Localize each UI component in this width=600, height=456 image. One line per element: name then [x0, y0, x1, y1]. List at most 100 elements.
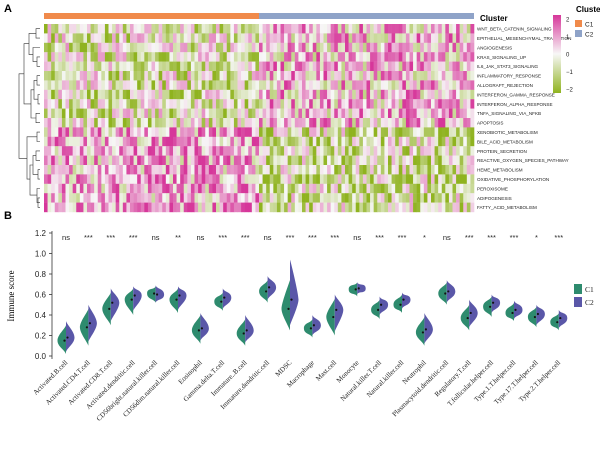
heatmap-cell — [448, 33, 453, 43]
heatmap-cell — [112, 42, 116, 53]
heatmap-cell — [190, 183, 195, 194]
heatmap-cell — [165, 33, 170, 43]
heatmap-cell — [176, 42, 181, 53]
heatmap-cell — [65, 174, 70, 184]
heatmap-cell — [273, 89, 278, 100]
heatmap-cell — [251, 127, 256, 137]
heatmap-cell — [54, 165, 59, 175]
heatmap-cell — [269, 155, 274, 166]
heatmap-cell — [183, 127, 188, 137]
heatmap-cell — [58, 146, 63, 156]
heatmap-cell — [319, 61, 324, 72]
heatmap-cell — [205, 52, 210, 62]
heatmap-cell — [259, 183, 263, 194]
heatmap-cell — [79, 24, 84, 34]
heatmap-cell — [79, 174, 84, 184]
heatmap-cell — [144, 42, 149, 53]
heatmap-cell — [269, 165, 274, 175]
heatmap-cell — [144, 71, 149, 81]
heatmap-cell — [391, 71, 396, 81]
heatmap-cell — [87, 165, 91, 175]
heatmap-cell — [409, 118, 414, 128]
heatmap-cell — [230, 202, 235, 213]
heatmap-cell — [79, 89, 84, 100]
violin-c1 — [505, 302, 514, 322]
heatmap-cell — [402, 127, 407, 137]
heatmap-cell — [327, 24, 331, 34]
heatmap-cell — [112, 52, 116, 62]
heatmap-cell — [187, 99, 192, 109]
heatmap-cell — [162, 71, 167, 81]
heatmap-cell — [445, 80, 450, 90]
heatmap-cell — [65, 165, 70, 175]
heatmap-cell — [466, 193, 471, 203]
heatmap-cell — [255, 146, 260, 156]
heatmap-cell — [359, 89, 364, 100]
heatmap-cell — [198, 136, 202, 147]
heatmap-cell — [147, 99, 152, 109]
heatmap-cell — [90, 42, 95, 53]
heatmap-cell — [237, 127, 242, 137]
heatmap-cell — [223, 193, 228, 203]
heatmap-cell — [248, 33, 253, 43]
heatmap-cell — [158, 165, 163, 175]
heatmap-cell — [223, 174, 228, 184]
heatmap-cell — [104, 80, 109, 90]
heatmap-cell — [208, 146, 213, 156]
heatmap-cell — [47, 136, 52, 147]
heatmap-cell — [65, 89, 70, 100]
heatmap-cell — [456, 80, 460, 90]
heatmap-cell — [438, 193, 443, 203]
heatmap-cell — [226, 155, 231, 166]
heatmap-cell — [276, 118, 281, 128]
heatmap-cell — [251, 165, 256, 175]
heatmap-cell — [370, 155, 374, 166]
heatmap-cell — [380, 146, 385, 156]
violin-c2 — [155, 285, 165, 303]
heatmap-cell — [445, 183, 450, 194]
heatmap-cell — [294, 118, 299, 128]
heatmap-cell — [183, 174, 188, 184]
heatmap-cell — [456, 136, 460, 147]
x-tick-label: Type.2.T.helper.cell — [517, 359, 562, 404]
heatmap-cell — [72, 183, 77, 194]
heatmap-cell — [298, 155, 303, 166]
heatmap-cell — [47, 146, 52, 156]
heatmap-cell — [162, 183, 167, 194]
median-point-c2 — [380, 303, 383, 306]
heatmap-cell — [119, 99, 124, 109]
significance-label: *** — [286, 233, 295, 242]
heatmap-row-label: BILE_ACID_METABOLISM — [477, 139, 533, 144]
heatmap-cell — [452, 202, 457, 213]
heatmap-cell — [140, 89, 145, 100]
heatmap-cell — [327, 193, 331, 203]
heatmap-cell — [155, 42, 159, 53]
heatmap-cell — [448, 99, 453, 109]
heatmap-cell — [413, 52, 417, 62]
heatmap-cell — [445, 127, 450, 137]
heatmap-cell — [140, 71, 145, 81]
heatmap-cell — [208, 61, 213, 72]
heatmap-cell — [97, 52, 102, 62]
heatmap-cell — [284, 202, 288, 213]
heatmap-cell — [373, 80, 378, 90]
heatmap-cell — [216, 155, 220, 166]
heatmap-cell — [61, 80, 66, 90]
heatmap-cell — [169, 42, 174, 53]
heatmap-cell — [230, 174, 235, 184]
heatmap-cell — [269, 136, 274, 147]
heatmap-cell — [90, 155, 95, 166]
heatmap-cell — [130, 136, 134, 147]
heatmap-cell — [244, 183, 249, 194]
heatmap-cell — [388, 52, 392, 62]
heatmap-cell — [83, 99, 88, 109]
panel-b-label: B — [4, 210, 12, 222]
heatmap-cell — [176, 61, 181, 72]
heatmap-cell — [330, 118, 335, 128]
heatmap-cell — [420, 33, 425, 43]
heatmap-cell — [126, 33, 131, 43]
heatmap-cell — [413, 165, 417, 175]
heatmap-cell — [316, 80, 321, 90]
heatmap-cell — [294, 202, 299, 213]
heatmap-cell — [183, 118, 188, 128]
